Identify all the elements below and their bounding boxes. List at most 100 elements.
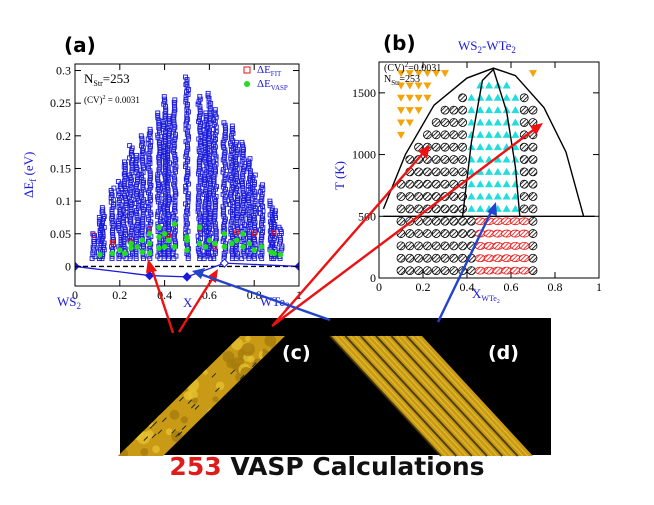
fit-point bbox=[229, 128, 235, 134]
fit-point bbox=[140, 216, 146, 222]
fit-point bbox=[213, 199, 219, 204]
two-phase-marker bbox=[414, 241, 424, 251]
two-phase-marker bbox=[519, 93, 529, 103]
fit-point bbox=[166, 256, 171, 262]
fit-point bbox=[196, 251, 202, 257]
fit-point bbox=[128, 231, 134, 237]
fit-point bbox=[185, 92, 191, 97]
fit-point bbox=[222, 132, 228, 138]
fit-point bbox=[221, 214, 227, 220]
two-phase-marker bbox=[466, 229, 476, 238]
atom-stripe bbox=[411, 335, 524, 457]
two-phase-marker bbox=[458, 142, 468, 152]
fit-point bbox=[212, 151, 218, 157]
arrow-d-to-b-head bbox=[487, 202, 497, 216]
fit-point bbox=[186, 87, 191, 92]
panel-b-data-layer bbox=[382, 67, 595, 275]
fit-point bbox=[222, 177, 228, 183]
fit-point bbox=[140, 187, 146, 193]
supercell-d bbox=[329, 335, 533, 457]
two-phase-marker bbox=[396, 253, 406, 263]
fit-point bbox=[128, 229, 134, 235]
fit-point bbox=[139, 202, 145, 208]
atom-stripe bbox=[375, 335, 488, 457]
fit-point bbox=[220, 142, 226, 148]
fit-point bbox=[172, 194, 178, 200]
atom-stripe bbox=[401, 335, 513, 457]
atom-stripe bbox=[405, 335, 519, 457]
fit-point bbox=[166, 219, 172, 225]
fit-point bbox=[229, 175, 235, 181]
two-phase-marker bbox=[405, 155, 415, 164]
two-phase-marker bbox=[422, 192, 432, 201]
vasp-point-27 bbox=[212, 240, 218, 247]
two-phase-marker bbox=[431, 142, 441, 152]
fit-point bbox=[127, 182, 133, 188]
ordered-marker bbox=[467, 192, 476, 200]
disordered-marker bbox=[529, 70, 537, 78]
fit-point bbox=[161, 213, 167, 219]
vasp-point-1 bbox=[109, 250, 116, 257]
fit-point bbox=[172, 97, 178, 103]
two-phase-marker bbox=[431, 167, 441, 177]
atom-cluster bbox=[169, 409, 180, 420]
ordered-marker bbox=[485, 81, 493, 89]
fit-point bbox=[165, 221, 171, 227]
vasp-point-12 bbox=[156, 234, 162, 240]
ordered-marker bbox=[502, 167, 511, 175]
fit-column-9 bbox=[145, 126, 154, 262]
atom-stripe bbox=[355, 335, 467, 457]
arrow-a-to-c-1-head bbox=[146, 259, 157, 273]
vasp-point-20 bbox=[184, 247, 190, 253]
vasp-point-31 bbox=[233, 237, 240, 244]
atom-stripe bbox=[350, 335, 462, 457]
fit-point bbox=[183, 164, 188, 170]
fit-point bbox=[222, 162, 228, 168]
caption-text: VASP Calculations bbox=[221, 452, 485, 481]
two-phase-marker bbox=[458, 118, 468, 127]
fit-point bbox=[212, 223, 218, 229]
fit-point bbox=[138, 192, 144, 198]
two-phase-marker bbox=[449, 253, 459, 263]
fit-point bbox=[155, 135, 161, 141]
panel-a-left-end: WS2 bbox=[57, 294, 81, 311]
fit-column-22 bbox=[239, 139, 247, 262]
two-phase-marker bbox=[431, 241, 441, 251]
fit-column-25 bbox=[257, 182, 266, 262]
fit-point bbox=[205, 145, 211, 151]
fit-point bbox=[202, 182, 207, 187]
disordered-marker bbox=[414, 82, 423, 90]
fit-point bbox=[138, 175, 144, 181]
fit-point bbox=[157, 164, 163, 170]
vasp-point-38 bbox=[271, 250, 277, 257]
fit-point bbox=[163, 106, 169, 112]
fit-point bbox=[172, 206, 177, 212]
panel-a-xlabel: X bbox=[183, 295, 193, 310]
panel-a-cv: (CV)2 = 0.0031 bbox=[84, 95, 140, 105]
fit-point bbox=[165, 157, 171, 163]
two-phase-marker bbox=[528, 229, 538, 238]
fit-point bbox=[196, 191, 202, 197]
two-phase-marker bbox=[422, 216, 432, 226]
atom-cluster bbox=[180, 416, 188, 424]
fit-point bbox=[184, 149, 190, 155]
fit-point bbox=[139, 138, 145, 144]
arrow-c-to-b-1 bbox=[273, 151, 425, 325]
fit-point bbox=[128, 175, 134, 180]
fit-point bbox=[155, 177, 161, 183]
two-phase-marker bbox=[396, 216, 406, 226]
two-phase-marker bbox=[405, 179, 415, 189]
ordered-marker bbox=[511, 130, 520, 138]
arrow-c-to-b-2-head bbox=[530, 123, 543, 135]
fit-point bbox=[155, 110, 161, 116]
fit-point bbox=[157, 162, 163, 168]
fit-point bbox=[127, 234, 133, 239]
two-phase-marker bbox=[458, 130, 468, 140]
fit-point bbox=[247, 156, 253, 162]
hull-point-2 bbox=[182, 272, 192, 282]
fit-point bbox=[222, 149, 228, 155]
fit-point bbox=[128, 189, 134, 195]
two-phase-marker bbox=[440, 105, 450, 115]
fit-column-5 bbox=[120, 159, 129, 262]
two-phase-marker bbox=[449, 229, 459, 238]
